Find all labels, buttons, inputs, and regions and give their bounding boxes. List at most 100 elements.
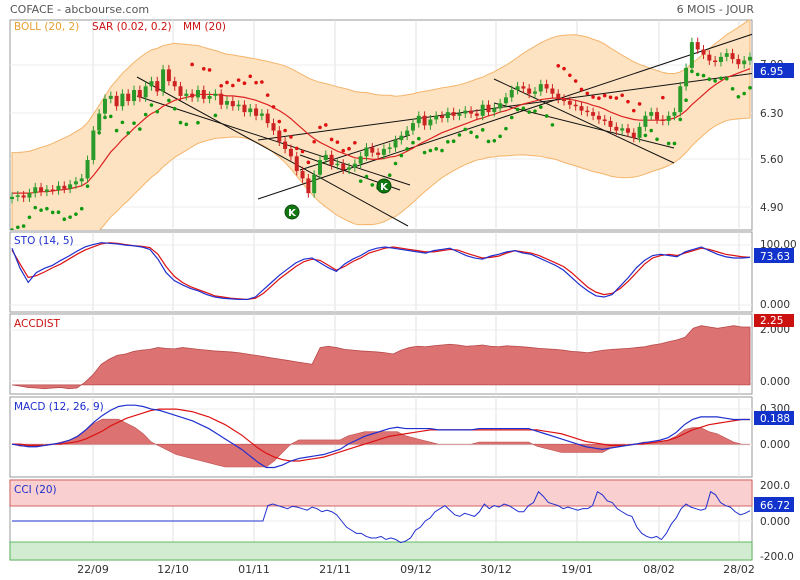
sar-dot (213, 113, 218, 118)
k-markers: KK (284, 178, 392, 220)
sar-dot (591, 95, 595, 99)
x-axis-dates: 22/09 12/10 01/11 21/11 09/12 30/12 19/0… (77, 563, 755, 576)
sar-dot (719, 76, 723, 81)
candle-body (718, 56, 723, 62)
candle-body (102, 98, 107, 114)
macd-line (11, 404, 750, 469)
k-marker-label: K (288, 208, 297, 219)
sar-dot (631, 108, 636, 113)
candle-body (573, 104, 578, 107)
sar-dot (469, 130, 473, 135)
sar-dot (196, 120, 200, 125)
candle-body (277, 130, 282, 142)
sar-dot (597, 96, 601, 101)
sar-dot (626, 99, 630, 104)
candle-body (440, 115, 445, 118)
sar-dot (695, 72, 700, 77)
accdist-panel-frame (9, 313, 753, 395)
candle-body (137, 90, 142, 98)
sar-dot (568, 73, 572, 78)
candle-body (544, 84, 549, 89)
candle-body (312, 174, 317, 194)
candle-body (527, 88, 532, 94)
sar-dot (742, 91, 746, 96)
candle-body (393, 140, 398, 148)
candle-body (614, 126, 619, 131)
sar-dot (515, 107, 520, 112)
sar-dot (608, 95, 613, 100)
date-label: 28/02 (723, 563, 755, 576)
candle-body (428, 119, 433, 126)
candle-body (486, 104, 491, 113)
candle-body (195, 90, 200, 98)
sar-dot (120, 120, 125, 125)
sar-dot (701, 73, 706, 78)
sar-dot (707, 77, 712, 81)
sto-tick-1: 0.000 (760, 299, 790, 311)
sar-dot (265, 93, 270, 97)
candle-body (742, 60, 747, 65)
sar-dot (736, 94, 741, 99)
sar-dot (672, 141, 677, 146)
sto-lines (11, 242, 751, 301)
candle-body (730, 53, 735, 60)
sar-dot (178, 120, 183, 125)
macd-panel-frame (9, 396, 753, 478)
candle-body (68, 184, 73, 189)
candle-body (73, 181, 78, 185)
candle-body (381, 148, 386, 155)
candle-body (178, 86, 183, 96)
candle-body (399, 135, 404, 141)
date-label: 21/11 (319, 563, 351, 576)
sar-dot (399, 153, 404, 158)
sar-dot (242, 81, 247, 85)
cci-last-value: 66.72 (760, 500, 790, 512)
candle-body (79, 178, 84, 182)
sar-dot (661, 95, 665, 100)
sar-dot (323, 123, 328, 127)
candle-body (643, 115, 648, 127)
sar-dot (678, 117, 683, 122)
sar-dot (730, 87, 735, 91)
date-label: 08/02 (643, 563, 675, 576)
candle-body (672, 112, 677, 116)
candle-body (56, 185, 61, 191)
sar-dot (451, 139, 456, 144)
sar-dot (45, 206, 49, 211)
candle-body (620, 128, 625, 131)
candle-body (602, 119, 607, 121)
sar-dot (504, 126, 508, 131)
candle-body (85, 160, 90, 179)
sar-dot (149, 103, 154, 107)
sar-dot (62, 217, 67, 222)
trendline (493, 78, 675, 164)
sar-dot (132, 121, 136, 125)
sar-dot (172, 106, 177, 111)
k-marker-circle (376, 178, 392, 194)
sar-dot (155, 109, 160, 114)
trendline (493, 102, 675, 149)
trendline (136, 76, 409, 227)
sar-dot (207, 68, 212, 72)
sar-dot (184, 122, 189, 127)
sar-dot (539, 105, 543, 109)
sar-dot (114, 128, 119, 133)
sar-dot (533, 109, 537, 113)
sar-dot (358, 179, 363, 183)
candle-body (562, 98, 567, 102)
sar-dot (10, 228, 14, 230)
candle-body (498, 103, 503, 109)
cci-line (12, 490, 751, 544)
candle-body (364, 147, 369, 157)
candle-body (503, 97, 508, 104)
cci-tick-2: -200.0 (760, 551, 794, 563)
sar-dot (231, 83, 235, 88)
candle-body (143, 86, 148, 98)
sar-dot (33, 205, 38, 210)
candle-body (225, 101, 230, 105)
trendlines (136, 33, 752, 227)
candle-body (625, 128, 630, 133)
trendline (257, 33, 752, 200)
sar-dot (463, 127, 468, 132)
